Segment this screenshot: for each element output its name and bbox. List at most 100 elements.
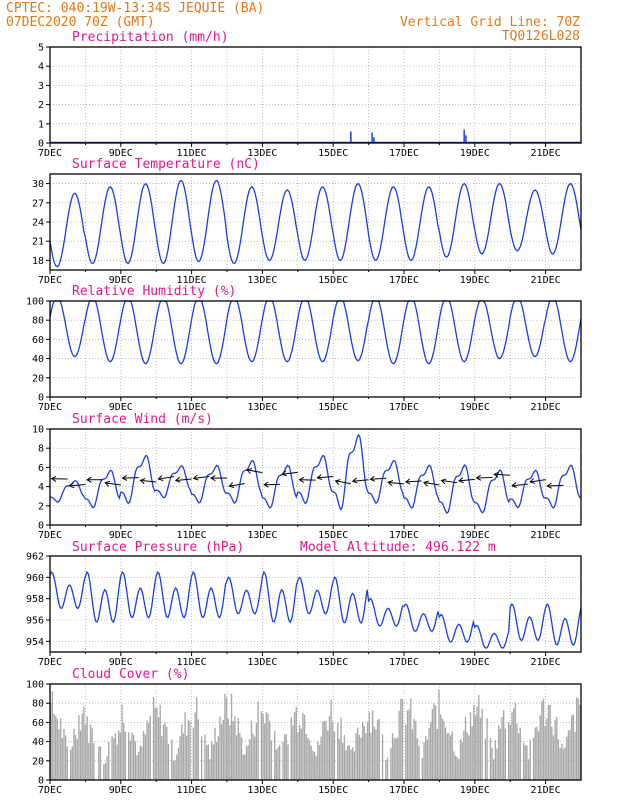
- cloud-cover-bar: [59, 718, 62, 780]
- cloud-cover-bar: [385, 760, 387, 780]
- cloud-cover-bar: [491, 747, 493, 780]
- wind-arrow: [105, 482, 121, 486]
- cloud-cover-bar: [534, 727, 536, 780]
- cloud-cover-bar: [302, 712, 304, 780]
- cloud-cover-bar: [423, 742, 425, 780]
- x-tick-label: 9DEC: [109, 785, 133, 796]
- cloud-cover-bar: [262, 713, 264, 780]
- y-tick-label: 18: [32, 256, 44, 267]
- cloud-cover-bar: [225, 697, 228, 780]
- y-tick-label: 0: [38, 393, 44, 404]
- y-tick-label: 40: [32, 737, 44, 748]
- cloud-cover-bar: [552, 735, 555, 780]
- y-tick-label: 0: [38, 521, 44, 532]
- wind-arrow-head: [228, 482, 235, 488]
- wind-arrow-head: [86, 476, 92, 483]
- cloud-cover-bar: [561, 743, 563, 780]
- cloud-cover-bar: [269, 720, 271, 780]
- cloud-cover-bar: [395, 738, 397, 780]
- cloud-cover-bar: [556, 716, 558, 780]
- wind-arrow-head: [493, 471, 499, 478]
- cloud-cover-bar: [416, 738, 419, 780]
- wind-arrow: [458, 478, 475, 482]
- cloud-cover-bar: [132, 735, 135, 780]
- cloud-cover-bar: [127, 732, 130, 780]
- cloud-cover-bar: [386, 757, 389, 780]
- cloud-cover-bar: [152, 697, 155, 780]
- cloud-cover-bar: [71, 746, 73, 780]
- cloud-cover-bar: [222, 719, 224, 780]
- x-tick-label: 15DEC: [318, 148, 348, 159]
- y-tick-label: 4: [38, 482, 44, 493]
- y-tick-label: 0: [38, 776, 44, 787]
- cloud-cover-bar: [219, 716, 221, 780]
- cloud-cover-bar: [332, 721, 334, 780]
- y-tick-label: 962: [26, 552, 44, 563]
- cloud-cover-bar: [64, 735, 67, 780]
- cloud-cover-bar: [361, 721, 364, 780]
- cloud-cover-bar: [313, 751, 316, 780]
- wind-arrow-head: [316, 474, 323, 481]
- cloud-cover-bar: [519, 727, 521, 780]
- cloud-cover-bar: [292, 725, 294, 780]
- wind-title: Surface Wind (m/s): [72, 412, 213, 427]
- cloud-cover-bar: [285, 734, 287, 780]
- cloud-cover-bar: [527, 759, 530, 780]
- cloud-cover-bar: [444, 727, 447, 780]
- humidity-title: Relative Humidity (%): [72, 284, 236, 299]
- cloud-cover-bar: [192, 727, 195, 780]
- cloud-cover-bar: [517, 733, 520, 780]
- cloud-cover-bar: [212, 744, 214, 780]
- cloud-cover-bar: [209, 759, 211, 780]
- x-tick-label: 7DEC: [38, 785, 62, 796]
- cloud-cover-bar: [186, 735, 188, 780]
- cloud-cover-bar: [287, 744, 289, 780]
- x-tick-label: 11DEC: [177, 148, 207, 159]
- cloud-cover-bar: [330, 699, 332, 780]
- y-tick-label: 80: [32, 699, 44, 710]
- cloud-cover-bar: [426, 739, 429, 780]
- pressure-title: Surface Pressure (hPa): [72, 540, 244, 555]
- x-tick-label: 19DEC: [460, 275, 490, 286]
- cloud-cover-bar: [137, 752, 140, 780]
- cloud-cover-bar: [196, 697, 198, 780]
- cloud-cover-bar: [290, 717, 292, 780]
- cloud-cover-bar: [227, 718, 229, 780]
- cloud-cover-bar: [177, 748, 180, 780]
- wind-arrow-head: [387, 480, 394, 486]
- cloud-cover-bar: [174, 760, 176, 780]
- x-tick-label: 17DEC: [389, 402, 419, 413]
- cloud-cover-bar: [139, 745, 141, 780]
- x-tick-label: 11DEC: [177, 530, 207, 541]
- y-tick-label: 60: [32, 335, 44, 346]
- cloud-cover-bar: [458, 759, 460, 780]
- cloud-cover-bar: [542, 698, 545, 780]
- cloud-cover-bar: [164, 722, 166, 780]
- cloud-cover-bar: [554, 720, 556, 780]
- cloud-cover-bar: [481, 708, 483, 780]
- y-tick-label: 4: [38, 62, 44, 73]
- x-tick-label: 9DEC: [109, 657, 133, 668]
- cloud-cover-bar: [468, 735, 470, 780]
- cloud-cover-bar: [499, 728, 502, 780]
- wind-arrow: [352, 479, 369, 482]
- wind-arrow: [476, 476, 493, 479]
- cloud-cover-bar: [438, 689, 440, 780]
- cloud-cover-bar: [207, 744, 209, 780]
- cloud-cover-bar: [539, 715, 541, 780]
- cloud-cover-bar: [415, 721, 417, 780]
- cloud-cover-bar: [182, 733, 185, 780]
- cloud-cover-bar: [74, 734, 77, 780]
- x-tick-label: 7DEC: [38, 402, 62, 413]
- wind-arrow: [405, 480, 422, 483]
- wind-arrow: [175, 478, 192, 481]
- cloud-cover-bar: [310, 745, 312, 780]
- wind-arrow: [547, 484, 564, 487]
- wind-arrow: [530, 479, 546, 483]
- cloud-cover-bar: [393, 737, 395, 780]
- cloud-cover-bar: [283, 734, 286, 780]
- cloud-cover-bar: [347, 745, 349, 780]
- wind-frame: [49, 428, 582, 526]
- cloud-cover-bar: [564, 747, 566, 780]
- cloud-cover-bar: [451, 731, 453, 780]
